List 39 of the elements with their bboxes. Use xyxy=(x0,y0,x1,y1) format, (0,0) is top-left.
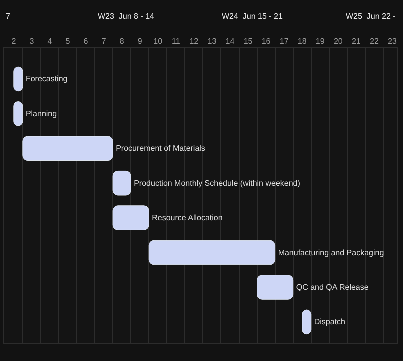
x-tick-label: 8 xyxy=(120,36,125,46)
x-tick-label: 20 xyxy=(334,36,344,46)
x-tick-label: 14 xyxy=(226,36,236,46)
x-tick-label: 22 xyxy=(370,36,380,46)
text: W24 Jun 15 - 21 xyxy=(222,12,284,21)
bar xyxy=(257,275,294,300)
x-tick-label: 13 xyxy=(208,36,218,46)
x-tick-label: 5 xyxy=(66,36,71,46)
y-tick-label: Planning xyxy=(26,109,58,118)
x-tick-label: 16 xyxy=(262,36,272,46)
x-tick-label: 3 xyxy=(30,36,35,46)
x-tick-label: 9 xyxy=(138,36,143,46)
y-tick-label: QC and QA Release xyxy=(296,282,370,292)
bar xyxy=(148,240,276,266)
x-tick-label: 6 xyxy=(84,36,89,46)
bar xyxy=(22,136,114,162)
x-tick-label: 12 xyxy=(190,36,200,46)
y-tick-label: Procurement of Materials xyxy=(116,144,206,154)
bar xyxy=(112,206,150,230)
text: W25 Jun 22 - xyxy=(346,12,396,21)
bar xyxy=(112,170,132,196)
x-tick-label: 11 xyxy=(172,36,181,46)
x-tick-label: 19 xyxy=(316,36,326,46)
y-tick-label: Forecasting xyxy=(26,74,68,84)
x-tick-label: 7 xyxy=(102,36,107,46)
y-tick-label: Dispatch xyxy=(314,318,346,327)
x-tick-label: 23 xyxy=(388,36,398,46)
x-tick-label: 15 xyxy=(244,36,254,46)
text: W23 Jun 8 - 14 xyxy=(98,12,156,21)
text: 7 xyxy=(6,12,11,21)
x-tick-label: 10 xyxy=(154,36,164,46)
x-tick-label: 17 xyxy=(280,36,290,46)
y-tick-label: Resource Allocation xyxy=(152,214,223,223)
x-tick-label: 4 xyxy=(48,36,53,46)
x-tick-label: 2 xyxy=(12,36,17,46)
x-tick-label: 18 xyxy=(298,36,308,46)
x-tick-label: 21 xyxy=(352,36,362,46)
y-tick-label: Production Monthly Schedule (within weekend) xyxy=(134,178,301,188)
y-tick-label: Manufacturing and Packaging xyxy=(278,248,384,258)
